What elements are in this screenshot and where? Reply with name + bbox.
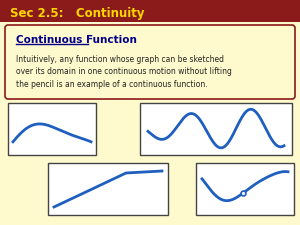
Bar xyxy=(48,163,168,215)
Text: Intuitively, any function whose graph can be sketched
over its domain in one con: Intuitively, any function whose graph ca… xyxy=(16,55,232,89)
FancyBboxPatch shape xyxy=(5,25,295,99)
Bar xyxy=(140,103,292,155)
FancyBboxPatch shape xyxy=(0,0,300,22)
Text: Sec 2.5:   Continuity: Sec 2.5: Continuity xyxy=(10,7,145,20)
Text: Continuous Function: Continuous Function xyxy=(16,35,137,45)
Bar xyxy=(8,103,96,155)
Bar xyxy=(196,163,294,215)
